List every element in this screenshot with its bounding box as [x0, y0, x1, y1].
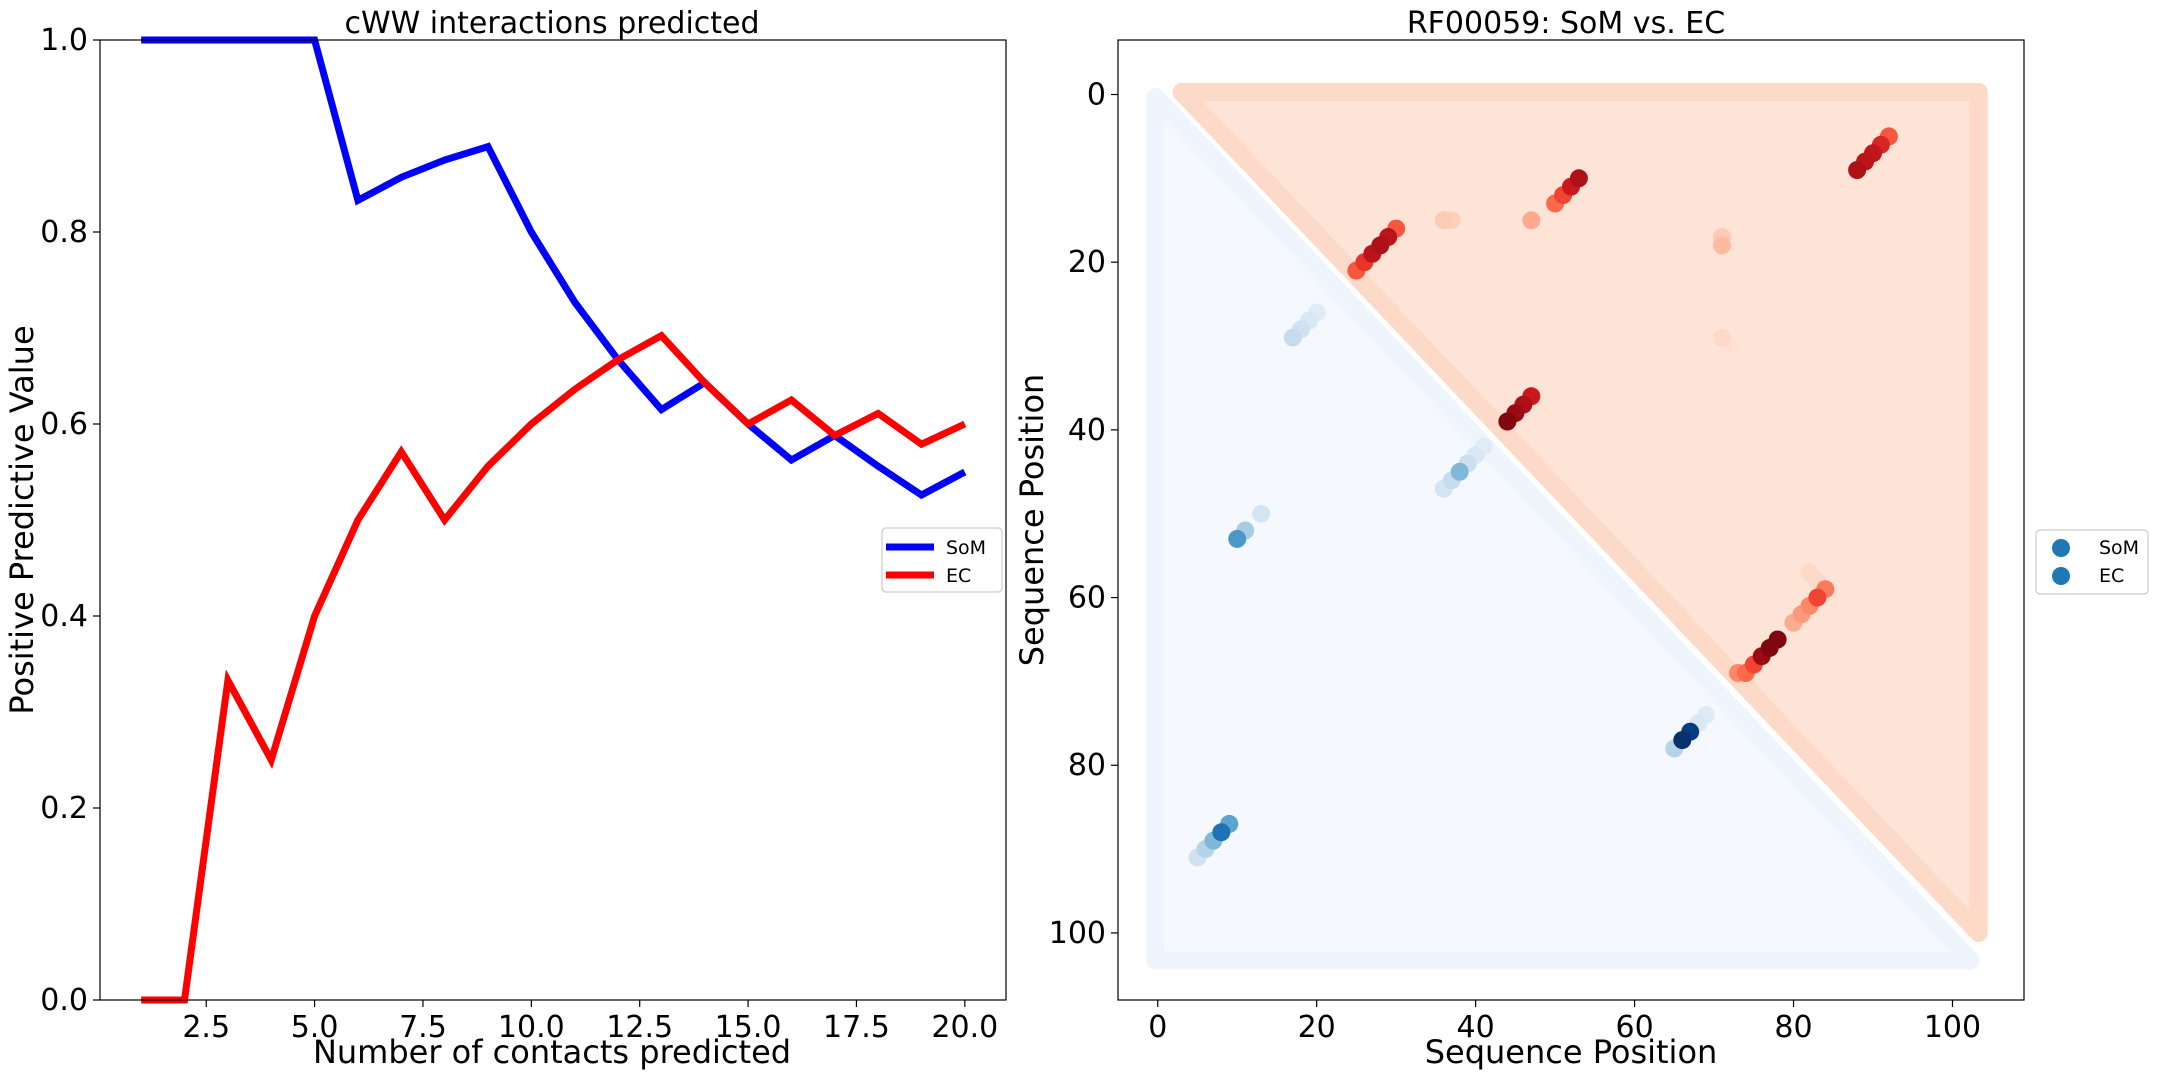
right-legend: SoM EC	[2035, 529, 2149, 595]
scatter-point-ec	[1808, 588, 1827, 607]
series-line-ec	[141, 331, 967, 1004]
legend-label-som: SoM	[946, 537, 986, 559]
ppv-line-chart: cWW interactions predicted 2.5 5.0 7.5 10.0…	[3, 6, 1007, 1071]
y-tick-label: 0.0	[40, 983, 88, 1018]
y-tick-label: 0.8	[40, 215, 88, 250]
y-tick-label: 60	[1068, 581, 1106, 616]
scatter-point-som	[1673, 731, 1692, 750]
scatter-point-ec	[1371, 236, 1390, 255]
scatter-point-som	[1283, 328, 1302, 347]
scatter-point-ec	[1434, 211, 1453, 230]
right-chart-title: RF00059: SoM vs. EC	[1407, 6, 1725, 41]
legend-marker-som	[2052, 539, 2070, 557]
right-y-axis-label: Sequence Position	[1013, 374, 1051, 667]
x-tick-label: 2.5	[182, 1010, 230, 1045]
series-points-som	[1188, 303, 1716, 867]
ec-background-triangle	[1172, 83, 1988, 942]
x-tick-label: 10.0	[498, 1010, 565, 1045]
y-tick-label: 20	[1068, 245, 1106, 280]
scatter-point-ec	[1498, 412, 1517, 431]
y-tick-label: 0.4	[40, 599, 88, 634]
left-y-axis-label: Positive Predictive Value	[3, 325, 41, 714]
left-legend: SoM EC	[881, 527, 1003, 593]
x-tick-label: 20	[1298, 1010, 1336, 1045]
left-plot-area	[141, 36, 967, 1004]
left-axes-frame	[99, 39, 1007, 1001]
x-tick-label: 60	[1615, 1010, 1653, 1045]
scatter-point-ec	[1760, 638, 1779, 657]
y-tick-label: 80	[1068, 748, 1106, 783]
contact-map-chart: RF00059: SoM vs. EC 0 20 40 60 80 100 0 20 40 60…	[1013, 6, 2149, 1071]
scatter-point-som	[1212, 823, 1231, 842]
x-tick-label: 5.0	[291, 1010, 339, 1045]
left-x-ticks: 2.5 5.0 7.5 10.0 12.5 15.0 17.5 20.0	[182, 1000, 998, 1045]
left-y-ticks: 0.0 0.2 0.4 0.6 0.8 1.0	[40, 23, 100, 1018]
series-line-som	[141, 36, 967, 500]
y-tick-label: 0.6	[40, 407, 88, 442]
x-tick-label: 100	[1924, 1010, 1981, 1045]
som-background-triangle	[1146, 88, 1980, 970]
right-plot-area	[1146, 83, 1988, 970]
scatter-point-ec	[1713, 236, 1731, 255]
scatter-point-ec	[1522, 211, 1541, 230]
series-points-ec	[1347, 127, 1898, 682]
right-y-ticks: 0 20 40 60 80 100	[1049, 77, 1118, 951]
y-tick-label: 100	[1049, 916, 1106, 951]
x-tick-label: 12.5	[606, 1010, 673, 1045]
y-tick-label: 40	[1068, 413, 1106, 448]
left-chart-title: cWW interactions predicted	[344, 6, 759, 41]
y-tick-label: 1.0	[40, 23, 88, 58]
x-tick-label: 7.5	[399, 1010, 447, 1045]
scatter-point-som	[1228, 529, 1247, 548]
y-tick-label: 0.2	[40, 791, 88, 826]
legend-label-som-map: SoM	[2099, 537, 2139, 559]
x-tick-label: 20.0	[931, 1010, 998, 1045]
x-tick-label: 17.5	[823, 1010, 890, 1045]
scatter-point-som	[1450, 462, 1469, 481]
left-x-axis-label: Number of contacts predicted	[313, 1033, 791, 1071]
right-x-ticks: 0 20 40 60 80 100	[1148, 1000, 1981, 1045]
scatter-point-som	[1252, 504, 1271, 523]
scatter-point-ec	[1713, 328, 1731, 347]
x-tick-label: 15.0	[715, 1010, 782, 1045]
legend-label-ec-map: EC	[2099, 565, 2124, 587]
right-x-axis-label: Sequence Position	[1425, 1033, 1718, 1071]
x-tick-label: 0	[1148, 1010, 1167, 1045]
y-tick-label: 0	[1087, 77, 1106, 112]
x-tick-label: 80	[1774, 1010, 1812, 1045]
scatter-point-ec	[1569, 169, 1588, 188]
legend-marker-ec	[2052, 567, 2070, 585]
scatter-point-ec	[1848, 161, 1867, 179]
right-axes-frame	[1117, 39, 2025, 1001]
x-tick-label: 40	[1457, 1010, 1495, 1045]
legend-label-ec: EC	[946, 565, 971, 587]
